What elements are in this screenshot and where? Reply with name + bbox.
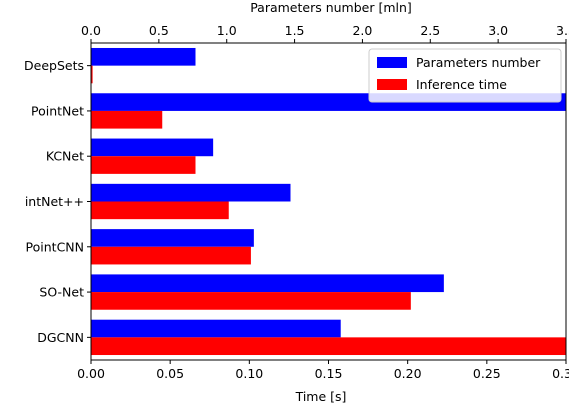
x-top-tick-label: 0.0 [81, 23, 101, 38]
x-bottom-tick-label: 0.20 [394, 366, 422, 381]
legend-label-params: Parameters number [416, 55, 541, 70]
x-top-tick-label: 3.5 [556, 23, 569, 38]
x-bottom-tick-label: 0.25 [473, 366, 501, 381]
x-top-tick-label: 2.0 [352, 23, 372, 38]
x-top-tick-label: 1.5 [285, 23, 305, 38]
y-tick-label-intNet++: intNet++ [25, 194, 84, 209]
bar-params-DGCNN [91, 319, 341, 338]
bar-time-PointNet [91, 110, 163, 129]
y-tick-label-PointCNN: PointCNN [26, 239, 84, 254]
y-tick-label-SO-Net: SO-Net [39, 285, 84, 300]
legend-swatch-params [377, 57, 407, 68]
bar-params-PointCNN [91, 229, 254, 247]
bar-time-KCNet [91, 156, 196, 174]
top-axis-title: Parameters number [mln] [250, 0, 412, 15]
legend-swatch-time [377, 79, 407, 90]
bar-time-SO-Net [91, 292, 411, 310]
y-tick-label-DGCNN: DGCNN [37, 330, 84, 345]
x-bottom-tick-label: 0.00 [77, 366, 105, 381]
x-top-tick-label: 0.5 [149, 23, 169, 38]
y-tick-label-DeepSets: DeepSets [24, 58, 84, 73]
bar-params-DeepSets [91, 47, 196, 66]
bar-params-SO-Net [91, 274, 444, 293]
legend-box [368, 48, 562, 103]
x-bottom-tick-label: 0.15 [315, 366, 343, 381]
bottom-axis-title: Time [s] [295, 389, 347, 404]
y-tick-label-PointNet: PointNet [31, 103, 84, 118]
x-bottom-tick-label: 0.30 [552, 366, 569, 381]
x-top-tick-label: 3.0 [488, 23, 508, 38]
legend: Parameters number Inference time [368, 48, 562, 103]
bar-time-intNet++ [91, 201, 229, 220]
bar-params-intNet++ [91, 183, 291, 202]
x-top-tick-label: 2.5 [420, 23, 440, 38]
bar-time-PointCNN [91, 246, 251, 265]
y-tick-label-KCNet: KCNet [46, 149, 84, 164]
bar-time-DeepSets [91, 65, 93, 84]
axes-layer: DeepSets PointNet KCNet intNet++ PointCNN SO-… [24, 23, 569, 381]
x-top-tick-label: 1.0 [217, 23, 237, 38]
x-bottom-tick-label: 0.10 [235, 366, 263, 381]
bar-params-KCNet [91, 138, 214, 157]
x-bottom-tick-label: 0.05 [156, 366, 184, 381]
bar-time-DGCNN [91, 337, 566, 356]
bars-layer [91, 47, 566, 356]
legend-label-time: Inference time [416, 77, 507, 92]
